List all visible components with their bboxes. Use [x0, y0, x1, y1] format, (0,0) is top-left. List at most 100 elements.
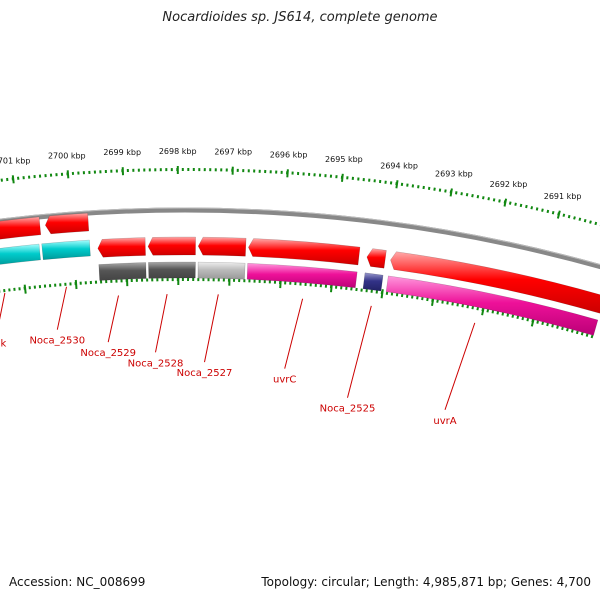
inner-minor-tick: [566, 328, 569, 332]
major-tick: [11, 175, 15, 184]
major-tick: [341, 173, 344, 182]
tick-label: 2694 kbp: [380, 161, 418, 170]
inner-minor-tick: [575, 330, 579, 335]
gene-leader-line: [284, 298, 304, 369]
tick-label: 2699 kbp: [103, 148, 141, 157]
gene-label: Noca_2525: [320, 404, 376, 415]
gene-leader-line: [155, 294, 168, 353]
major-tick: [286, 169, 289, 178]
minor-tick: [455, 191, 458, 195]
inner-minor-tick: [411, 295, 414, 299]
minor-tick: [465, 193, 469, 197]
inner-minor-tick: [585, 333, 589, 337]
minor-tick: [583, 218, 587, 223]
minor-tick: [411, 184, 415, 188]
inner-major-tick: [380, 289, 384, 299]
inner-minor-tick: [526, 318, 529, 322]
gene-block: [385, 275, 599, 336]
cds-feature: [97, 237, 146, 258]
minor-tick: [498, 199, 501, 203]
gene-label: Noca_2527: [177, 368, 233, 379]
gene-label: Noca_2529: [80, 348, 136, 359]
inner-minor-tick: [561, 326, 564, 331]
gene-block: [41, 239, 91, 260]
gene-leader-line: [107, 295, 119, 343]
gene-leader-line: [444, 322, 476, 410]
inner-minor-tick: [506, 313, 510, 317]
tick-label: 2693 kbp: [435, 170, 473, 179]
inner-minor-tick: [541, 321, 544, 326]
inner-minor-tick: [486, 309, 490, 313]
inner-minor-tick: [441, 300, 444, 304]
gene-features: [0, 212, 600, 336]
major-tick: [449, 188, 453, 197]
minor-tick: [562, 213, 566, 217]
accession-text: Accession: NC_008699: [9, 575, 146, 589]
inner-minor-tick: [536, 320, 539, 324]
inner-minor-tick: [551, 324, 554, 328]
minor-tick: [573, 216, 576, 220]
inner-minor-tick: [476, 307, 479, 311]
inner-minor-tick: [446, 301, 449, 305]
gene-label: uvrA: [433, 416, 456, 427]
inner-minor-tick: [436, 299, 439, 303]
cds-feature: [248, 238, 361, 266]
gene-labels: pgk Noca_2530Noca_2529Noca_2528Noca_2527u…: [0, 286, 476, 427]
minor-tick: [487, 197, 490, 201]
inner-minor-tick: [421, 297, 424, 301]
inner-major-tick: [23, 284, 27, 294]
gene-label: Noca_2530: [29, 336, 85, 347]
inner-minor-tick: [400, 293, 404, 298]
tick-label: 2700 kbp: [48, 151, 86, 160]
minor-tick: [589, 220, 592, 224]
inner-minor-tick: [501, 312, 505, 316]
minor-tick: [460, 192, 463, 196]
backbone-arc: [0, 207, 600, 270]
cds-feature: [147, 236, 196, 256]
cds-feature: [45, 212, 90, 235]
tick-label: 2697 kbp: [214, 148, 252, 157]
minor-tick: [514, 202, 517, 206]
inner-minor-tick: [461, 304, 464, 308]
minor-tick: [546, 209, 550, 214]
inner-minor-tick: [426, 297, 429, 302]
tick-label: 2698 kbp: [159, 147, 197, 156]
minor-tick: [530, 206, 534, 210]
gene-block: [197, 261, 246, 280]
inner-minor-tick: [521, 316, 525, 321]
gene-label: Noca_2528: [128, 358, 184, 369]
minor-tick: [525, 204, 528, 209]
minor-tick: [471, 194, 474, 198]
gene-block: [148, 261, 196, 279]
gene-leader-line: [0, 292, 6, 320]
topology-text: Topology: circular; Length: 4,985,871 bp…: [261, 575, 591, 589]
minor-tick: [433, 187, 436, 191]
inner-minor-tick: [456, 303, 459, 307]
gene-label: pgk: [0, 338, 6, 349]
inner-minor-tick: [416, 296, 419, 300]
gene-leader-line: [56, 286, 67, 330]
inner-minor-tick: [546, 322, 549, 327]
tick-label: 2701 kbp: [0, 156, 30, 165]
inner-major-tick: [74, 279, 78, 290]
inner-minor-tick: [451, 302, 454, 306]
minor-tick: [578, 217, 582, 221]
inner-minor-tick: [516, 315, 520, 320]
gene-block: [98, 262, 147, 281]
minor-tick: [535, 207, 539, 211]
inner-minor-tick: [570, 329, 574, 333]
inner-minor-tick: [556, 325, 559, 329]
inner-minor-tick: [511, 314, 515, 318]
inner-minor-tick: [385, 291, 389, 295]
genome-backbone: [0, 207, 600, 270]
inner-minor-tick: [466, 305, 469, 309]
gene-block: [246, 263, 358, 289]
minor-tick: [482, 196, 485, 200]
cds-feature: [390, 251, 600, 314]
inner-minor-tick: [491, 310, 495, 314]
major-tick: [556, 210, 561, 219]
tick-label: 2696 kbp: [270, 150, 308, 159]
minor-tick: [551, 210, 555, 215]
genome-title: Nocardioides sp. JS614, complete genome: [162, 10, 438, 25]
